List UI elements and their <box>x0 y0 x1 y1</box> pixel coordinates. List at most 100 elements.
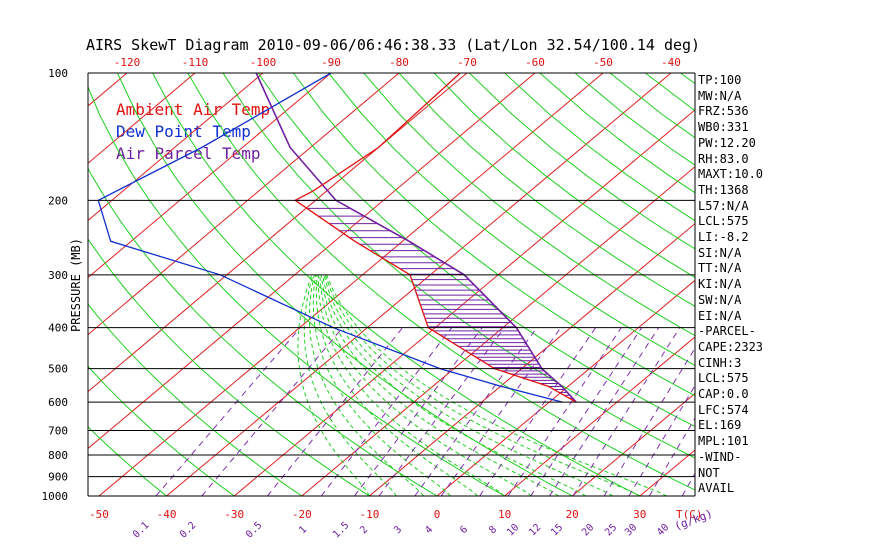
dry-adiabat <box>257 73 695 428</box>
mixing-ratio-line <box>378 327 505 496</box>
top-temp-tick: -120 <box>114 56 141 69</box>
bottom-temp-tick: -40 <box>157 508 177 521</box>
pressure-tick-label: 100 <box>48 67 68 80</box>
indices-item: TP:100 <box>698 73 742 87</box>
isotherm-line <box>571 392 695 496</box>
moist-adiabat <box>324 274 641 496</box>
mixing-ratio-line <box>549 327 660 496</box>
plot-area <box>88 73 870 505</box>
mixing-ratio-label: 30 <box>623 522 639 538</box>
indices-item: SW:N/A <box>698 292 742 307</box>
moist-adiabat <box>318 274 505 496</box>
dry-adiabat <box>187 73 695 491</box>
dewpoint-line <box>97 73 563 403</box>
dry-adiabat <box>433 73 695 278</box>
mixing-ratio-label: 12 <box>527 522 543 538</box>
legend-parcel: Air Parcel Temp <box>116 144 261 163</box>
chart-title: AIRS SkewT Diagram 2010-09-06/06:46:38.3… <box>86 36 701 54</box>
moist-adiabat <box>315 274 478 496</box>
indices-item: MW:N/A <box>698 88 742 103</box>
moist-adiabat <box>320 274 559 496</box>
isotherm-line <box>436 279 695 496</box>
isotherm-line <box>369 222 695 496</box>
indices-item: CAPE:2323 <box>698 339 764 354</box>
isotherm-line <box>504 336 695 496</box>
dry-adiabat <box>88 365 236 496</box>
indices-item: -WIND- <box>698 449 742 464</box>
isotherm-line <box>88 73 264 222</box>
mixing-ratio-line <box>267 327 403 496</box>
mixing-ratio-line <box>201 327 343 496</box>
ambient-line <box>293 73 577 403</box>
dry-adiabat <box>644 73 695 112</box>
pressure-tick-label: 900 <box>48 471 68 484</box>
top-temp-tick: -40 <box>661 56 681 69</box>
mixing-ratio-label: 15 <box>549 522 565 538</box>
bottom-temp-tick: 0 <box>434 508 441 521</box>
dry-adiabat <box>328 73 695 366</box>
mixing-ratio-label: 8 <box>487 524 499 536</box>
top-temp-tick: -110 <box>182 56 209 69</box>
mixing-ratio-label: 3 <box>392 524 404 536</box>
pressure-tick-label: 800 <box>48 449 68 462</box>
indices-item: EI:N/A <box>698 308 742 323</box>
indices-item: LCL:575 <box>698 371 749 386</box>
isotherm-line <box>775 73 870 496</box>
pressure-tick-label: 700 <box>48 424 68 437</box>
y-axis-label: PRESSURE (MB) <box>69 238 83 332</box>
mixing-ratio-line <box>440 327 562 496</box>
dry-adiabat <box>363 73 695 337</box>
isotherm-line <box>301 166 695 496</box>
bottom-temp-unit: T(C) <box>676 508 703 521</box>
bottom-temp-tick: -20 <box>292 508 312 521</box>
mixing-ratio-label: 20 <box>580 522 596 538</box>
dry-adiabat <box>88 85 506 496</box>
indices-item: TT:N/A <box>698 261 742 276</box>
bottom-temp-tick: -10 <box>359 508 379 521</box>
indices-item: LFC:574 <box>698 402 749 417</box>
indices-item: FRZ:536 <box>698 104 749 119</box>
indices-item: SI:N/A <box>698 245 742 260</box>
mixing-ratio-label: 10 <box>505 522 521 538</box>
isotherm-line <box>98 73 604 496</box>
mixing-ratio-line <box>572 327 681 496</box>
dry-adiabat <box>786 73 870 505</box>
moist-adiabat <box>308 274 424 496</box>
isotherm-line <box>88 73 332 279</box>
isotherm-line <box>88 73 196 164</box>
mixing-ratio-line <box>507 327 622 496</box>
mixing-ratio-line <box>320 327 453 496</box>
moist-adiabat <box>312 274 451 496</box>
moist-adiabat <box>297 274 370 496</box>
bottom-temp-tick: 30 <box>633 508 646 521</box>
indices-item: PW:12.20 <box>698 135 756 150</box>
isotherm-line <box>88 73 400 336</box>
mixing-ratio-label: 4 <box>423 524 435 536</box>
isotherm-line <box>843 73 870 496</box>
indices-item: WB0:331 <box>698 120 749 135</box>
mixing-ratio-label: 1 <box>297 524 309 536</box>
pressure-tick-label: 500 <box>48 363 68 376</box>
mixing-ratio-label: 0.2 <box>178 520 199 541</box>
moist-adiabat <box>303 274 397 496</box>
indices-item: KI:N/A <box>698 277 742 292</box>
dry-adiabat <box>293 73 695 397</box>
bottom-temp-tick: 10 <box>498 508 511 521</box>
pressure-tick-label: 200 <box>48 194 68 207</box>
legend-ambient: Ambient Air Temp <box>116 100 271 119</box>
dry-adiabat <box>857 73 870 505</box>
mixing-ratio-line <box>354 327 483 496</box>
mixing-ratio-label: 6 <box>458 524 470 536</box>
dry-adiabat <box>88 167 438 496</box>
bottom-temp-tick: -30 <box>224 508 244 521</box>
indices-item: EL:169 <box>698 418 742 433</box>
indices-item: L57:N/A <box>698 198 749 213</box>
top-temp-tick: -60 <box>525 56 545 69</box>
pressure-tick-label: 1000 <box>42 490 69 503</box>
dry-adiabat <box>751 73 870 505</box>
isotherm-line <box>88 73 536 450</box>
moist-adiabat <box>319 274 532 496</box>
mixing-ratio-line <box>155 327 301 496</box>
indices-item: RH:83.0 <box>698 151 749 166</box>
